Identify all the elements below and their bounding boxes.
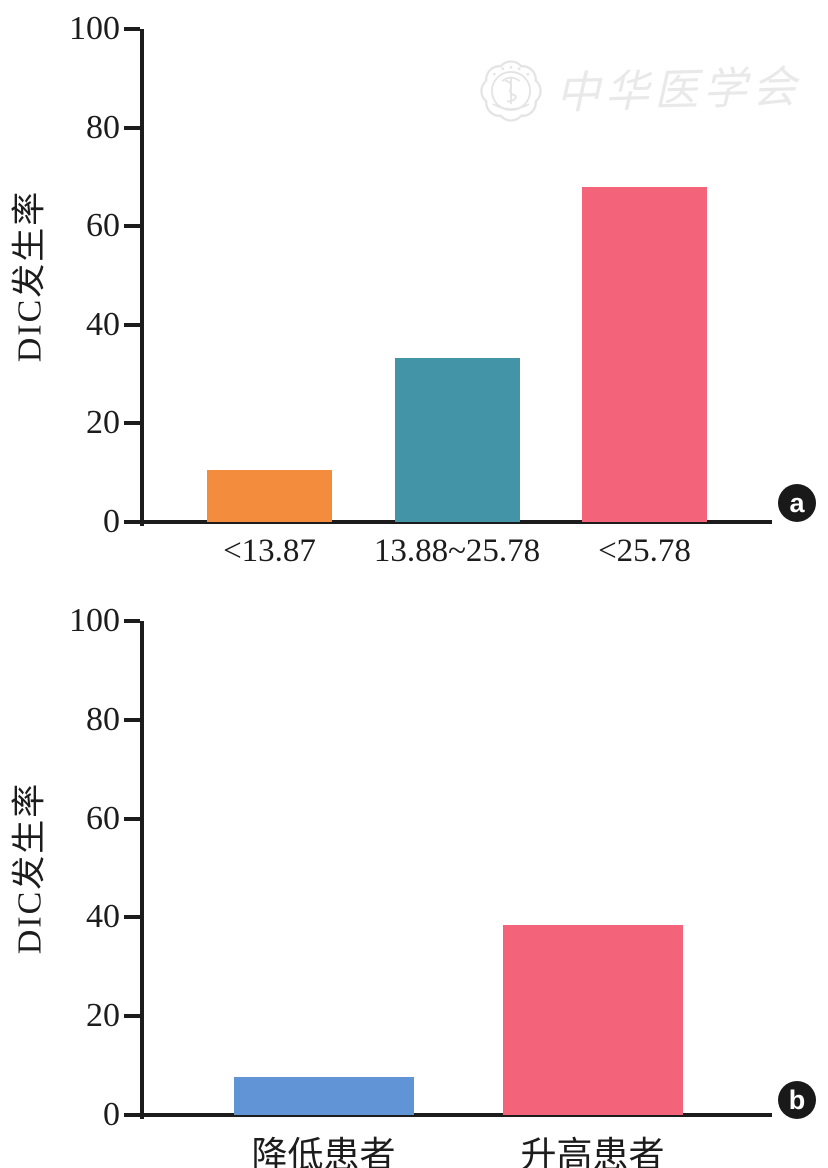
y-tick-mark-60 [124, 816, 140, 821]
y-tick-label-100: 100 [69, 10, 120, 47]
y-tick-mark-100 [124, 27, 140, 31]
y-tick-label-100: 100 [69, 602, 120, 639]
bar-升高患者 [502, 924, 683, 1115]
y-tick-mark-40 [124, 915, 140, 920]
y-tick-label-0: 0 [103, 1096, 120, 1133]
y-tick-mark-0 [124, 520, 140, 524]
y-tick-label-60: 60 [86, 799, 120, 837]
panel-a-x-axis-line [124, 520, 772, 524]
y-tick-mark-80 [124, 125, 140, 130]
y-tick-mark-60 [124, 224, 140, 229]
y-tick-mark-0 [124, 1113, 140, 1117]
y-tick-label-0: 0 [103, 503, 120, 540]
panel-a-badge: a [778, 484, 816, 522]
bar-13.88~25.78 [394, 357, 520, 522]
panel-b-badge: b [778, 1081, 816, 1119]
panel-b-y-axis-line [140, 621, 144, 1119]
bar-<13.87 [207, 470, 332, 522]
y-tick-label-40: 40 [86, 305, 120, 343]
y-tick-label-80: 80 [86, 700, 120, 738]
bar-<25.78 [582, 186, 707, 522]
bar-降低患者 [233, 1077, 414, 1115]
x-category-label: <25.78 [598, 533, 691, 569]
y-tick-label-20: 20 [86, 404, 120, 442]
y-tick-label-20: 20 [86, 997, 120, 1035]
y-tick-mark-20 [124, 421, 140, 426]
panel-a-y-axis-line [140, 29, 144, 526]
y-tick-mark-20 [124, 1014, 140, 1019]
y-tick-label-60: 60 [86, 207, 120, 245]
y-tick-mark-100 [124, 619, 140, 623]
y-tick-mark-80 [124, 717, 140, 722]
x-category-label: 升高患者 [520, 1135, 665, 1168]
y-tick-label-40: 40 [86, 898, 120, 936]
panel-b-x-axis-line [124, 1113, 772, 1117]
x-category-label: 13.88~25.78 [373, 533, 541, 569]
x-category-label: 降低患者 [251, 1135, 396, 1168]
x-category-label: <13.87 [223, 533, 316, 569]
y-tick-mark-40 [124, 322, 140, 327]
y-tick-label-80: 80 [86, 108, 120, 146]
